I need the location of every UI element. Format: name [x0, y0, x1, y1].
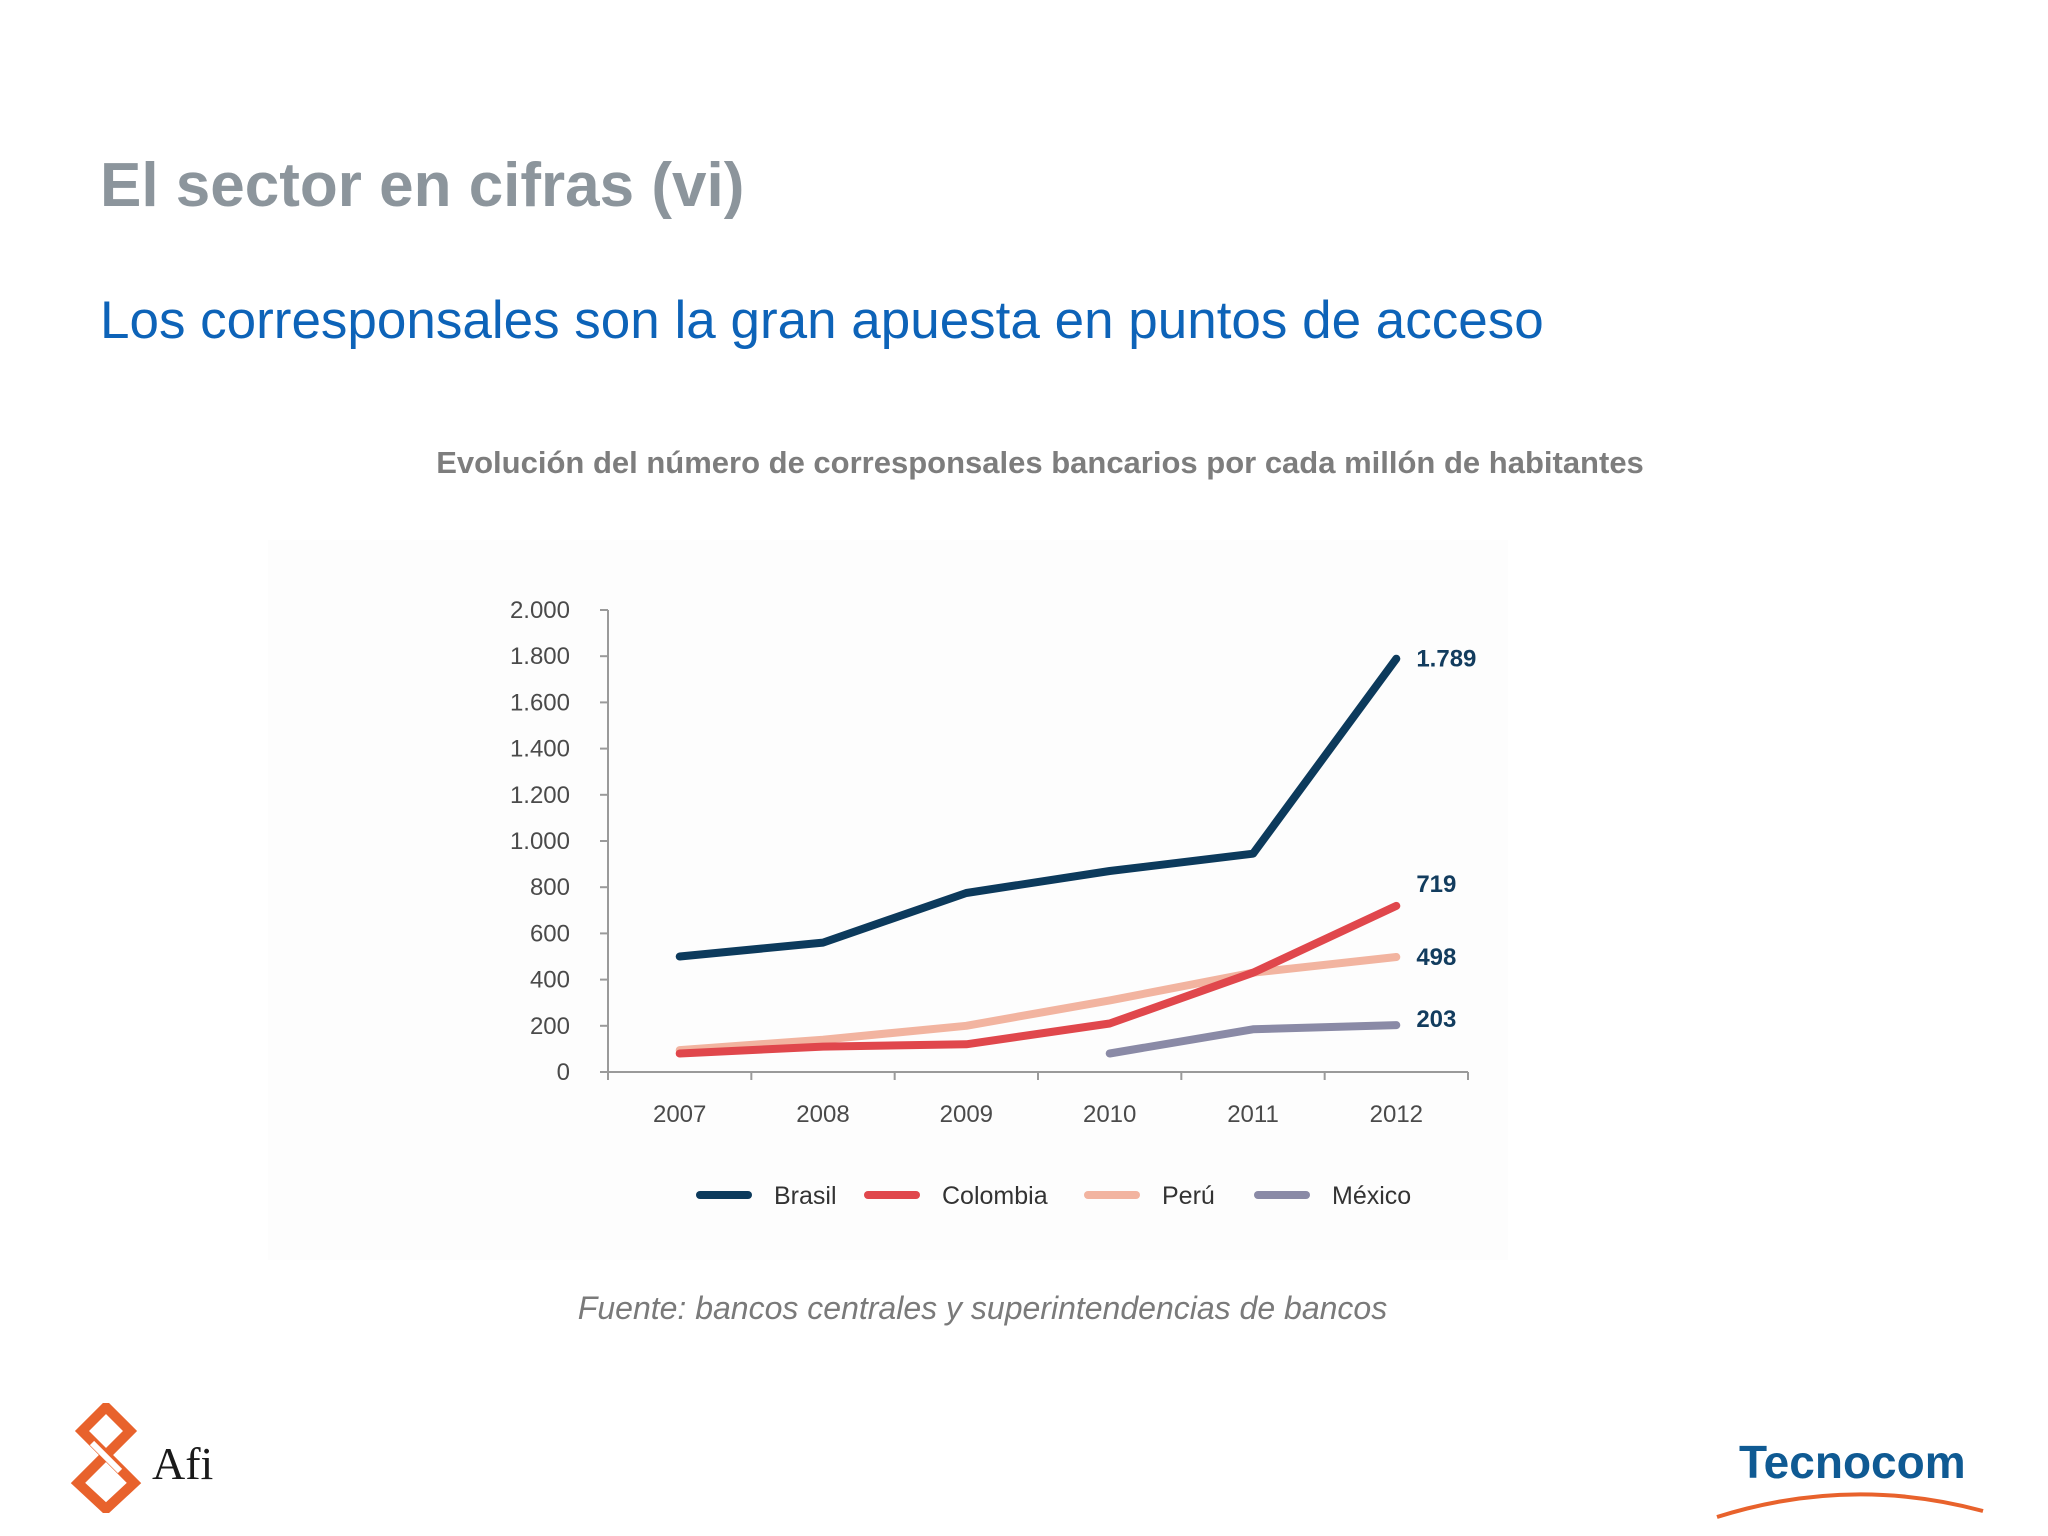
afi-logo-text: Afi [152, 1438, 214, 1489]
legend-label-brasil: Brasil [774, 1182, 837, 1210]
chart-panel: 0 200 400 600 800 1.000 1.200 1.400 1.600 1.800 2.… [268, 540, 1508, 1260]
x-tick-label: 2010 [1083, 1101, 1136, 1128]
y-tick-label: 1.200 [510, 782, 570, 809]
series-line-colombia [675, 901, 1401, 1058]
y-tick-label: 200 [530, 1013, 570, 1040]
series-line-brasil [675, 654, 1401, 961]
data-label-perú: 498 [1416, 944, 1456, 971]
y-tick-label: 1.400 [510, 736, 570, 763]
y-tick-label: 1.800 [510, 643, 570, 670]
x-tick-label: 2009 [940, 1101, 993, 1128]
line-chart: 0 200 400 600 800 1.000 1.200 1.400 1.600 1.800 2.… [510, 597, 1476, 1210]
y-tick-label: 1.600 [510, 689, 570, 716]
series-line-perú [675, 953, 1401, 1055]
y-tick-label: 2.000 [510, 597, 570, 624]
x-tick-label: 2012 [1370, 1101, 1423, 1128]
x-tick-label: 2008 [796, 1101, 849, 1128]
source-note: Fuente: bancos centrales y superintenden… [577, 1290, 1388, 1326]
tecnocom-swoosh-icon [1716, 1492, 1984, 1519]
tecnocom-logo: Tecnocom [1715, 1435, 1985, 1525]
data-label-colombia: 719 [1416, 871, 1456, 898]
y-tick-label: 800 [530, 874, 570, 901]
x-tick-label: 2007 [653, 1101, 706, 1128]
afi-logo: Afi [66, 1399, 246, 1516]
y-tick-label: 600 [530, 920, 570, 947]
series-line-méxico [1105, 1021, 1401, 1058]
y-tick-label: 400 [530, 967, 570, 994]
slide-title: El sector en cifras (vi) [100, 151, 745, 220]
y-tick-label: 0 [557, 1059, 570, 1086]
legend-label-colombia: Colombia [942, 1182, 1048, 1210]
x-tick-label: 2011 [1227, 1101, 1279, 1128]
afi-knot-icon [70, 1399, 142, 1516]
chart-heading: Evolución del número de corresponsales b… [436, 445, 1644, 480]
data-label-méxico: 203 [1416, 1006, 1456, 1033]
legend-label-perú: Perú [1162, 1182, 1215, 1210]
data-label-brasil: 1.789 [1416, 646, 1476, 673]
slide-subtitle: Los corresponsales son la gran apuesta e… [100, 291, 1544, 350]
legend-label-méxico: México [1332, 1182, 1411, 1210]
y-tick-label: 1.000 [510, 828, 570, 855]
tecnocom-logo-text: Tecnocom [1739, 1436, 1966, 1488]
